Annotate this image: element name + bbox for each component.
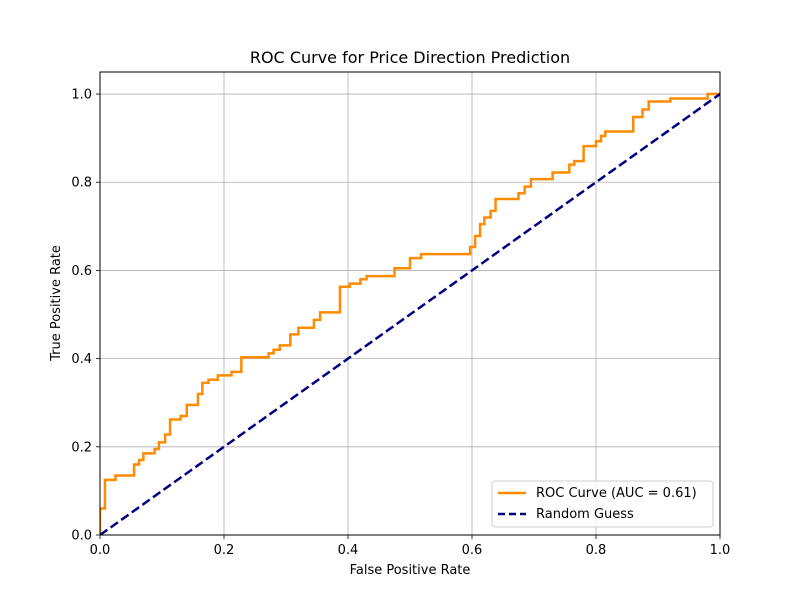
grid-lines: [99, 72, 721, 536]
x-axis-label: False Positive Rate: [350, 563, 471, 578]
y-tick-label: 0.0: [71, 529, 92, 544]
y-tick-label: 0.2: [71, 440, 92, 455]
legend-label-roc: ROC Curve (AUC = 0.61): [536, 486, 697, 501]
series-layer: [100, 92, 720, 535]
plot-frame: [99, 71, 721, 536]
legend: ROC Curve (AUC = 0.61) Random Guess: [491, 480, 714, 528]
y-tick-label: 0.6: [71, 264, 92, 279]
x-tick-label: 0.6: [462, 543, 483, 558]
y-tick-label: 0.8: [71, 176, 92, 191]
legend-label-random: Random Guess: [536, 507, 634, 522]
x-tick-label: 1.0: [710, 543, 731, 558]
y-tick-label: 1.0: [71, 88, 92, 103]
roc-curve-line: [100, 92, 720, 535]
y-axis-label: True Positive Rate: [49, 245, 64, 362]
x-tick-label: 0.4: [338, 543, 359, 558]
x-tick-label: 0.0: [90, 543, 111, 558]
x-tick-label: 0.2: [214, 543, 235, 558]
x-tick-label: 0.8: [586, 543, 607, 558]
legend-box: [491, 480, 714, 528]
random-guess-line: [100, 93, 720, 535]
y-tick-label: 0.4: [71, 352, 92, 367]
axis-ticks: 0.0 0.2 0.4 0.6 0.8 1.0 0.0 0.2 0.4 0.6 0.8 1.0: [71, 88, 730, 558]
chart-title: ROC Curve for Price Direction Prediction: [250, 48, 570, 67]
